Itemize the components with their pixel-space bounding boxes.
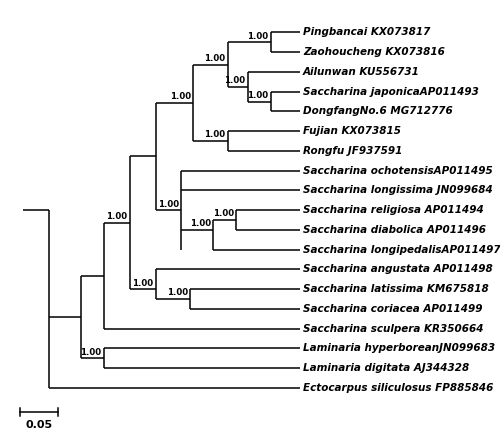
Text: Saccharina longissima JN099684: Saccharina longissima JN099684 [303, 185, 493, 195]
Text: 1.00: 1.00 [132, 279, 153, 288]
Text: Saccharina sculpera KR350664: Saccharina sculpera KR350664 [303, 324, 484, 334]
Text: Saccharina japonicaAP011493: Saccharina japonicaAP011493 [303, 87, 479, 97]
Text: Saccharina angustata AP011498: Saccharina angustata AP011498 [303, 264, 493, 274]
Text: Zaohoucheng KX073816: Zaohoucheng KX073816 [303, 47, 445, 57]
Text: Saccharina latissima KM675818: Saccharina latissima KM675818 [303, 284, 489, 294]
Text: 1.00: 1.00 [190, 219, 211, 228]
Text: Saccharina longipedalisAP011497: Saccharina longipedalisAP011497 [303, 245, 500, 255]
Text: 1.00: 1.00 [248, 32, 268, 41]
Text: 1.00: 1.00 [213, 210, 234, 218]
Text: 1.00: 1.00 [224, 76, 246, 85]
Text: Saccharina diabolica AP011496: Saccharina diabolica AP011496 [303, 225, 486, 235]
Text: 1.00: 1.00 [166, 289, 188, 297]
Text: 1.00: 1.00 [158, 200, 179, 209]
Text: 1.00: 1.00 [170, 92, 190, 101]
Text: 1.00: 1.00 [80, 348, 102, 357]
Text: 0.05: 0.05 [25, 420, 52, 430]
Text: Saccharina ochotensisAP011495: Saccharina ochotensisAP011495 [303, 166, 493, 176]
Text: Laminaria hyperboreanJN099683: Laminaria hyperboreanJN099683 [303, 343, 495, 353]
Text: Saccharina religiosa AP011494: Saccharina religiosa AP011494 [303, 205, 484, 215]
Text: DongfangNo.6 MG712776: DongfangNo.6 MG712776 [303, 106, 453, 116]
Text: 1.00: 1.00 [106, 212, 128, 221]
Text: 1.00: 1.00 [204, 54, 226, 63]
Text: 1.00: 1.00 [248, 91, 268, 100]
Text: Saccharina coriacea AP011499: Saccharina coriacea AP011499 [303, 304, 482, 314]
Text: Laminaria digitata AJ344328: Laminaria digitata AJ344328 [303, 363, 470, 373]
Text: Fujian KX073815: Fujian KX073815 [303, 126, 401, 136]
Text: Pingbancai KX073817: Pingbancai KX073817 [303, 27, 430, 37]
Text: 1.00: 1.00 [204, 131, 226, 139]
Text: Rongfu JF937591: Rongfu JF937591 [303, 146, 402, 156]
Text: Ailunwan KU556731: Ailunwan KU556731 [303, 67, 420, 77]
Text: Ectocarpus siliculosus FP885846: Ectocarpus siliculosus FP885846 [303, 383, 494, 393]
